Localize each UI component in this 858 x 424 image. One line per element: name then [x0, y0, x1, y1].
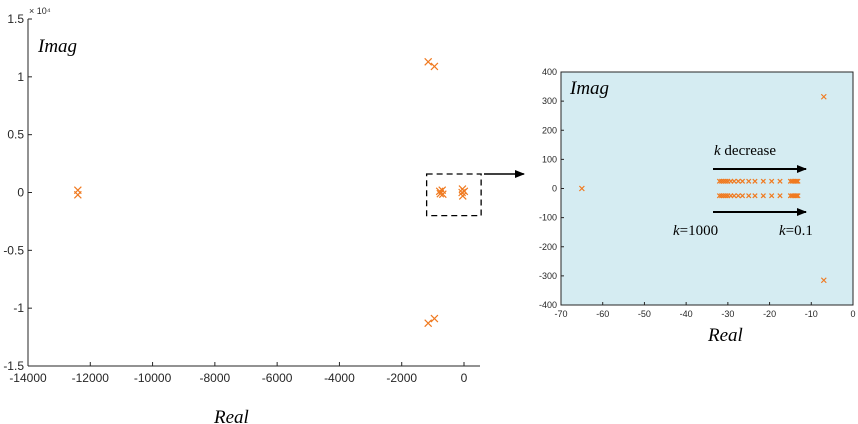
inset-point — [820, 93, 827, 100]
k-1000-label: k=1000 — [673, 223, 718, 239]
inset-x-tick-label: -30 — [721, 309, 734, 319]
inset-trajectory-point — [769, 178, 775, 184]
main-point — [460, 187, 469, 196]
main-y-ticks: -1.5 -1 -0.5 0 0.5 1 1.5 — [3, 12, 32, 373]
inset-trajectory-point — [760, 193, 766, 199]
main-y-multiplier: × 10⁴ — [29, 6, 51, 16]
inset-trajectory-point — [735, 193, 741, 199]
main-y-tick-label: -1 — [13, 301, 24, 315]
inset-trajectory-point — [746, 178, 752, 184]
main-x-tick-label: -14000 — [9, 371, 47, 385]
inset-trajectory-point — [794, 178, 800, 184]
inset-y-tick-label: -100 — [539, 213, 557, 223]
inset-x-tick-label: -20 — [763, 309, 776, 319]
k-decrease-label: k decrease — [714, 143, 776, 159]
inset-x-tick-label: -50 — [638, 309, 651, 319]
main-point — [424, 319, 433, 328]
inset-y-tick-label: 100 — [542, 154, 557, 164]
main-points — [73, 57, 469, 328]
inset-trajectory-point — [777, 178, 783, 184]
inset-trajectory-point — [735, 178, 741, 184]
inset-y-tick-label: 400 — [542, 67, 557, 77]
main-point — [73, 190, 82, 199]
main-y-tick-label: 0.5 — [7, 128, 24, 142]
inset-trajectory-point — [795, 193, 801, 199]
zoom-box — [425, 173, 482, 217]
main-x-tick-label: -10000 — [134, 371, 172, 385]
inset-x-ticks: -70 -60 -50 -40 -30 -20 -10 0 — [554, 302, 856, 319]
inset-y-tick-label: -300 — [539, 271, 557, 281]
main-x-tick-label: -8000 — [200, 371, 231, 385]
main-x-tick-label: -6000 — [262, 371, 293, 385]
inset-y-tick-label: -400 — [539, 300, 557, 310]
main-x-tick-label: -2000 — [386, 371, 417, 385]
inset-trajectory-point — [752, 193, 758, 199]
inset-y-ticks: -400 -300 -200 -100 0 100 200 300 400 — [539, 67, 564, 310]
main-x-tick-label: -12000 — [72, 371, 110, 385]
main-x-tick-label: 0 — [461, 371, 468, 385]
main-x-axis-label: Real — [213, 407, 249, 424]
inset-trajectory-point — [746, 193, 752, 199]
inset-points — [578, 93, 827, 284]
inset-x-tick-label: -10 — [805, 309, 818, 319]
inset-x-tick-label: -60 — [596, 309, 609, 319]
inset-trajectory-point — [769, 193, 775, 199]
main-y-tick-label: 1.5 — [7, 12, 24, 26]
main-point — [430, 62, 439, 71]
inset-y-tick-label: 200 — [542, 125, 557, 135]
inset-x-tick-label: -70 — [554, 309, 567, 319]
main-point — [430, 314, 439, 323]
inset-point — [820, 277, 827, 284]
inset-y-axis-label: Imag — [569, 78, 609, 99]
inset-x-axis-label: Real — [707, 325, 743, 346]
inset-x-tick-label: -40 — [680, 309, 693, 319]
main-x-tick-label: -4000 — [324, 371, 355, 385]
main-x-ticks: -14000 -12000 -10000 -8000 -6000 -4000 -2000 0 — [9, 362, 468, 385]
main-point — [424, 57, 433, 66]
main-point — [458, 188, 467, 197]
inset-trajectory-point — [795, 178, 801, 184]
main-y-tick-label: -1.5 — [3, 359, 24, 373]
inset-trajectory-point — [752, 178, 758, 184]
k-0.1-label: k=0.1 — [779, 223, 813, 239]
inset-trajectory-point — [794, 193, 800, 199]
inset-trajectory-point — [739, 193, 746, 199]
inset-x-tick-label: 0 — [850, 309, 855, 319]
inset-y-tick-label: -200 — [539, 242, 557, 252]
inset-trajectory-point — [777, 193, 783, 199]
main-point — [438, 190, 447, 199]
inset-trajectory-point — [760, 178, 766, 184]
main-y-tick-label: -0.5 — [3, 243, 24, 257]
inset-trajectory-point — [739, 178, 746, 184]
main-y-axis-label: Imag — [37, 36, 77, 57]
main-y-tick-label: 1 — [17, 70, 24, 84]
main-chart: -1.5 -1 -0.5 0 0.5 1 1.5 -14000 -12000 -10000 -80… — [3, 6, 525, 424]
inset-point — [578, 185, 585, 192]
main-y-tick-label: 0 — [17, 186, 24, 200]
inset-plot-background — [560, 71, 854, 306]
inset-trajectory-point — [731, 193, 737, 199]
inset-y-tick-label: 0 — [552, 184, 557, 194]
inset-y-tick-label: 300 — [542, 96, 557, 106]
inset-trajectory-point — [731, 178, 737, 184]
